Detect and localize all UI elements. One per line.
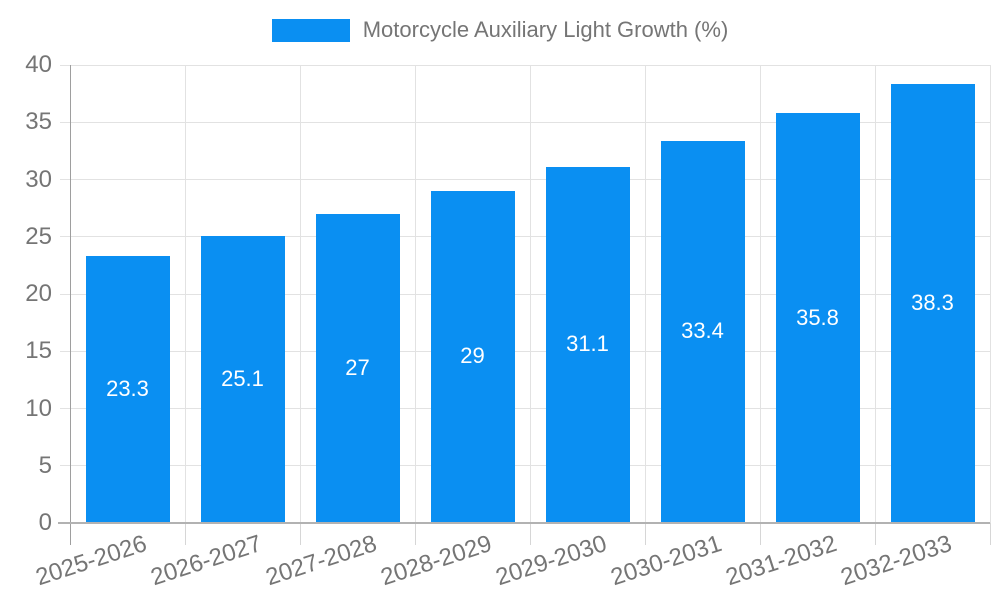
gridline-horizontal xyxy=(60,179,990,180)
gridline-vertical xyxy=(759,65,761,523)
x-axis-line xyxy=(58,522,990,524)
gridline-horizontal xyxy=(60,64,990,66)
x-axis-tick xyxy=(644,523,646,545)
y-axis-tick-label: 10 xyxy=(25,394,52,422)
bar-value-label: 29 xyxy=(460,343,485,369)
gridline-vertical xyxy=(184,65,186,523)
y-axis-tick-label: 5 xyxy=(38,451,52,479)
bar-value-label: 33.4 xyxy=(681,318,724,344)
bar xyxy=(545,166,630,522)
bar-value-label: 25.1 xyxy=(221,365,264,391)
y-axis-tick-label: 30 xyxy=(25,165,52,193)
gridline-horizontal xyxy=(60,293,990,295)
x-axis-tick xyxy=(989,523,991,545)
gridline-vertical xyxy=(529,65,531,523)
gridline-vertical xyxy=(644,65,646,523)
gridline-vertical xyxy=(299,65,301,523)
x-axis-tick xyxy=(299,523,301,545)
bar xyxy=(315,213,400,522)
x-axis-tick xyxy=(874,523,876,545)
x-axis-tick xyxy=(759,523,761,545)
y-axis-line xyxy=(70,65,71,545)
y-axis-tick-label: 40 xyxy=(25,51,52,78)
gridline-horizontal xyxy=(60,350,990,352)
bar xyxy=(890,84,975,522)
gridline-horizontal xyxy=(60,408,990,409)
bar-value-label: 23.3 xyxy=(106,376,149,402)
gridline-horizontal xyxy=(60,236,990,238)
legend-swatch xyxy=(271,18,350,42)
bar xyxy=(660,140,745,522)
y-axis-tick-label: 25 xyxy=(25,222,52,250)
bar xyxy=(775,113,860,522)
bar xyxy=(430,190,515,522)
bar-value-label: 27 xyxy=(345,354,370,380)
legend-label: Motorcycle Auxiliary Light Growth (%) xyxy=(362,17,729,42)
bar-value-label: 31.1 xyxy=(566,331,609,357)
y-axis-tick-label: 0 xyxy=(38,509,52,536)
legend: Motorcycle Auxiliary Light Growth (%) xyxy=(0,17,1000,43)
x-axis-tick xyxy=(414,523,416,545)
gridline-vertical xyxy=(414,65,416,523)
y-axis-tick-label: 20 xyxy=(25,280,52,307)
bar-value-label: 38.3 xyxy=(911,290,954,316)
bar xyxy=(200,235,285,522)
x-axis-tick xyxy=(529,523,531,545)
gridline-horizontal xyxy=(60,465,990,467)
y-axis-tick-label: 15 xyxy=(25,337,52,365)
gridline-vertical xyxy=(874,65,876,523)
gridline-horizontal xyxy=(60,121,990,123)
gridline-vertical xyxy=(989,65,991,523)
y-axis-tick-label: 35 xyxy=(25,108,52,136)
bar-value-label: 35.8 xyxy=(796,304,839,330)
bar xyxy=(85,256,170,522)
x-axis-tick xyxy=(184,523,186,545)
